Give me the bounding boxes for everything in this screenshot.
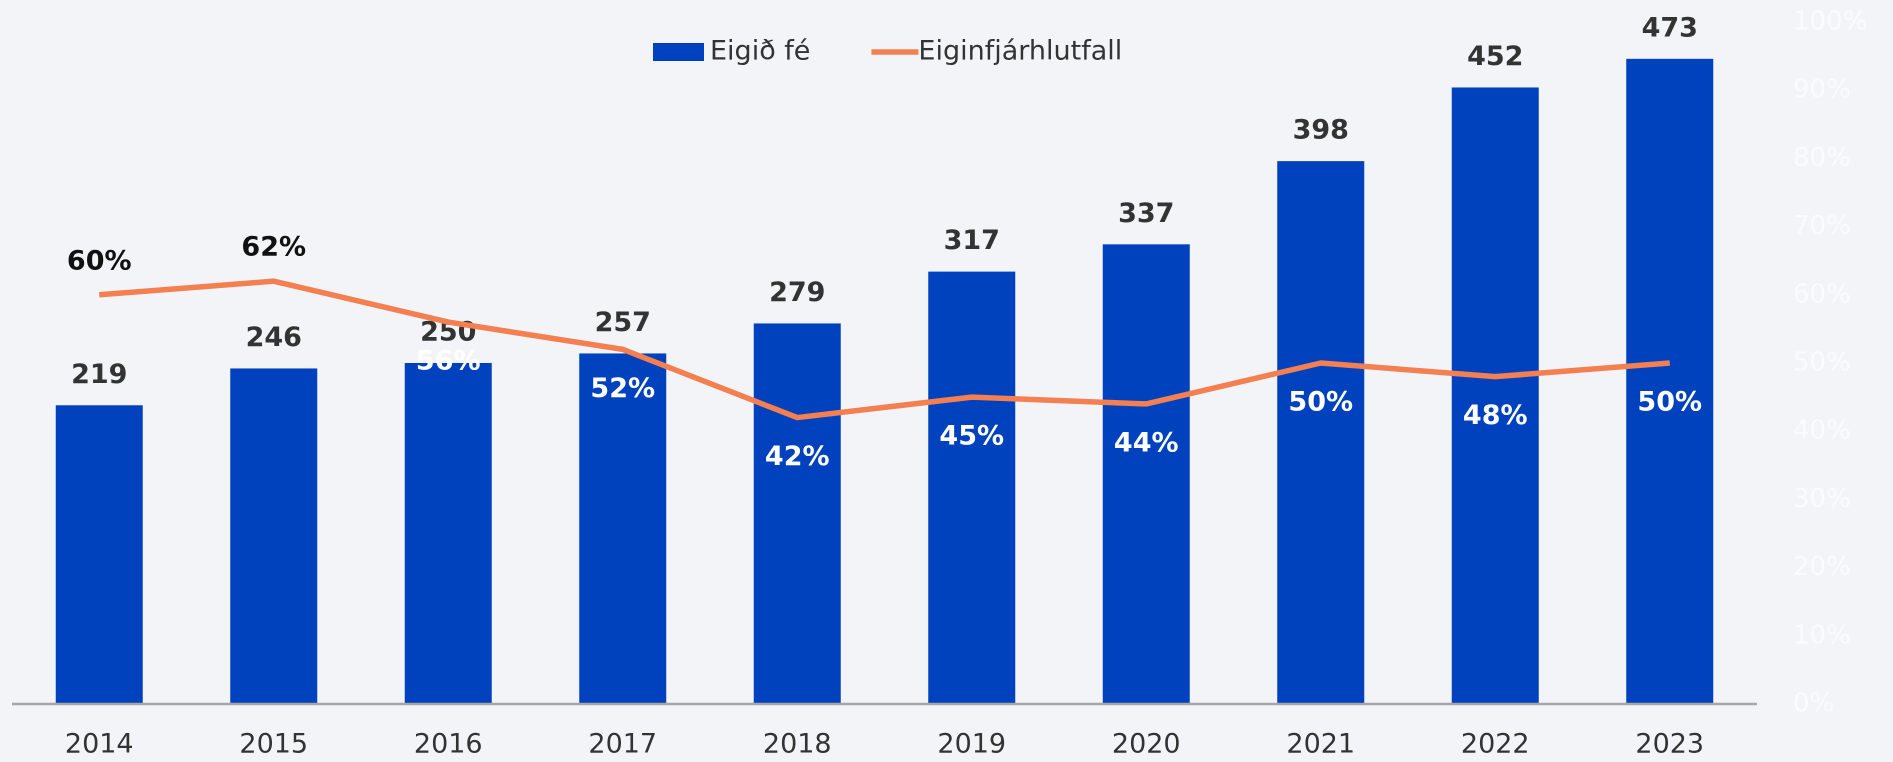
bar-value-label: 398	[1293, 115, 1349, 146]
line-value-label: 42%	[765, 441, 830, 472]
x-tick-label: 2022	[1461, 729, 1530, 760]
bar	[1626, 58, 1714, 704]
y2-tick-label: 70%	[1793, 211, 1851, 241]
line-value-label: 44%	[1114, 427, 1179, 458]
line-value-label: 45%	[939, 421, 1004, 452]
bar-value-label: 279	[769, 277, 825, 308]
y2-tick-label: 90%	[1793, 75, 1851, 105]
x-tick-label: 2020	[1112, 729, 1181, 760]
bar-value-label: 246	[246, 322, 302, 353]
line-value-label: 48%	[1463, 400, 1528, 431]
x-tick-label: 2015	[239, 729, 308, 760]
bar	[1102, 244, 1190, 704]
y2-tick-label: 0%	[1793, 689, 1834, 719]
legend-swatch	[653, 43, 704, 61]
bar-value-label: 337	[1118, 198, 1174, 229]
x-tick-label: 2016	[414, 729, 483, 760]
x-tick-label: 2021	[1286, 729, 1355, 760]
y2-tick-label: 60%	[1793, 279, 1851, 309]
line-value-label: 56%	[416, 346, 481, 377]
bar	[1277, 161, 1365, 705]
x-tick-label: 2019	[937, 729, 1006, 760]
x-tick-label: 2014	[65, 729, 134, 760]
y2-tick-label: 80%	[1793, 143, 1851, 173]
bar	[753, 323, 841, 704]
bar-value-label: 452	[1467, 41, 1523, 72]
bar	[404, 363, 492, 704]
x-tick-label: 2017	[588, 729, 657, 760]
legend-label: Eiginfjárhlutfall	[918, 36, 1122, 67]
line-value-label: 50%	[1637, 387, 1702, 418]
bar	[1451, 87, 1539, 705]
line-value-label: 50%	[1288, 387, 1353, 418]
bar	[579, 353, 667, 704]
bar-value-label: 317	[944, 225, 1000, 256]
bar-value-label: 473	[1642, 12, 1698, 43]
bar-value-label: 257	[595, 307, 651, 338]
bar	[928, 271, 1016, 704]
bar	[230, 368, 318, 704]
y2-tick-label: 40%	[1793, 416, 1851, 446]
line-value-label: 62%	[241, 232, 306, 263]
x-tick-label: 2018	[763, 729, 832, 760]
line	[99, 278, 1670, 421]
bar-value-label: 219	[71, 359, 127, 390]
bar	[55, 405, 143, 704]
y2-tick-label: 50%	[1793, 348, 1851, 378]
y2-tick-label: 20%	[1793, 552, 1851, 582]
y2-tick-label: 100%	[1793, 7, 1867, 37]
line-value-label: 52%	[590, 373, 655, 404]
legend-label: Eigið fé	[710, 36, 810, 67]
x-tick-label: 2023	[1635, 729, 1704, 760]
line-value-label: 60%	[67, 245, 132, 276]
y2-tick-label: 30%	[1793, 484, 1851, 514]
y2-tick-label: 10%	[1793, 620, 1851, 650]
